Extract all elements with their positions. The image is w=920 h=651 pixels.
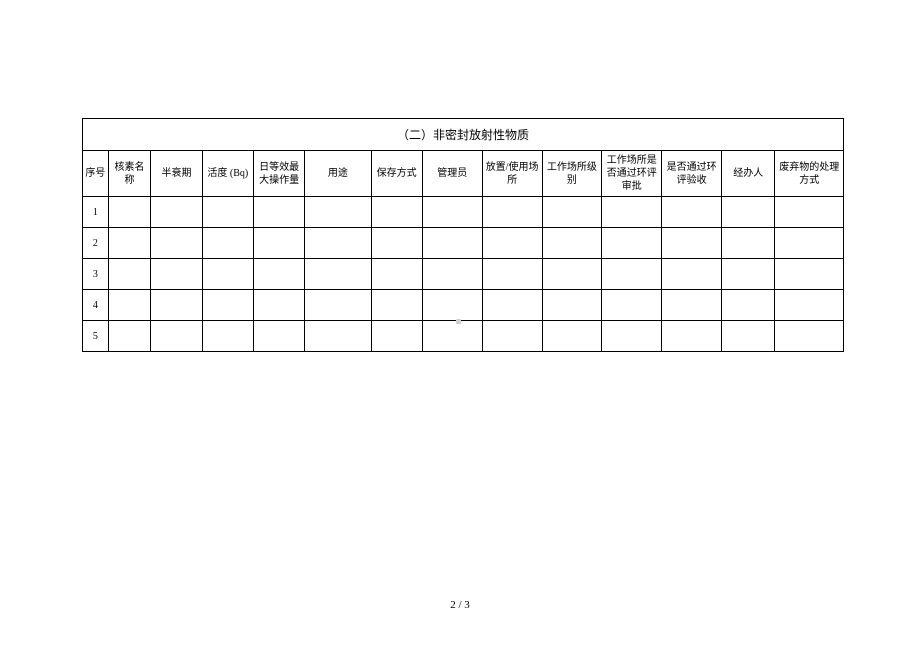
cell (775, 259, 844, 290)
cell (371, 228, 422, 259)
cell (108, 321, 151, 352)
col-header-waste: 废弃物的处理方式 (775, 151, 844, 197)
cell (542, 290, 602, 321)
cell (662, 228, 722, 259)
radioactive-material-table: （二）非密封放射性物质 序号 核素名称 半衰期 活度 (Bq) 日等效最大操作量… (82, 118, 844, 352)
cell (151, 321, 202, 352)
cell-seq: 2 (83, 228, 109, 259)
cell (482, 259, 542, 290)
cell (253, 290, 304, 321)
cell (151, 259, 202, 290)
cell-seq: 5 (83, 321, 109, 352)
cell (305, 321, 371, 352)
cell (305, 197, 371, 228)
cell (202, 228, 253, 259)
cell (662, 321, 722, 352)
col-header-manager: 管理员 (422, 151, 482, 197)
col-header-halflife: 半衰期 (151, 151, 202, 197)
cell (775, 228, 844, 259)
cell (108, 259, 151, 290)
col-header-placement: 放置/使用场所 (482, 151, 542, 197)
cell (371, 321, 422, 352)
cell (542, 228, 602, 259)
col-header-name: 核素名称 (108, 151, 151, 197)
cell (602, 321, 662, 352)
table-row: 5 (83, 321, 844, 352)
cell (722, 290, 775, 321)
cell (151, 228, 202, 259)
cell (253, 321, 304, 352)
cell (422, 321, 482, 352)
table-row: 4 (83, 290, 844, 321)
col-header-use: 用途 (305, 151, 371, 197)
cell (542, 321, 602, 352)
cell (422, 228, 482, 259)
table-row: 2 (83, 228, 844, 259)
cell (371, 197, 422, 228)
col-header-daily: 日等效最大操作量 (253, 151, 304, 197)
col-header-level: 工作场所级别 (542, 151, 602, 197)
cell (722, 259, 775, 290)
cell (722, 321, 775, 352)
table-header-row: 序号 核素名称 半衰期 活度 (Bq) 日等效最大操作量 用途 保存方式 管理员… (83, 151, 844, 197)
cell (602, 228, 662, 259)
page-container: （二）非密封放射性物质 序号 核素名称 半衰期 活度 (Bq) 日等效最大操作量… (0, 0, 920, 352)
cell (775, 321, 844, 352)
cell (371, 259, 422, 290)
cell (305, 290, 371, 321)
watermark-dot (456, 319, 461, 324)
col-header-seq: 序号 (83, 151, 109, 197)
cell (482, 228, 542, 259)
cell (108, 290, 151, 321)
cell (542, 197, 602, 228)
col-header-handler: 经办人 (722, 151, 775, 197)
table-title-row: （二）非密封放射性物质 (83, 119, 844, 151)
table-row: 3 (83, 259, 844, 290)
cell (662, 290, 722, 321)
cell (542, 259, 602, 290)
cell (422, 197, 482, 228)
col-header-storage: 保存方式 (371, 151, 422, 197)
cell (422, 259, 482, 290)
cell (662, 259, 722, 290)
cell (662, 197, 722, 228)
col-header-activity: 活度 (Bq) (202, 151, 253, 197)
cell (722, 197, 775, 228)
cell (775, 197, 844, 228)
cell (253, 228, 304, 259)
cell (151, 197, 202, 228)
cell (482, 197, 542, 228)
cell (253, 197, 304, 228)
cell (108, 228, 151, 259)
cell (775, 290, 844, 321)
cell (202, 321, 253, 352)
cell (253, 259, 304, 290)
cell-seq: 3 (83, 259, 109, 290)
cell (602, 197, 662, 228)
cell (305, 228, 371, 259)
cell (371, 290, 422, 321)
cell (422, 290, 482, 321)
cell (151, 290, 202, 321)
table-title: （二）非密封放射性物质 (83, 119, 844, 151)
cell (202, 259, 253, 290)
col-header-envapproval: 工作场所是否通过环评审批 (602, 151, 662, 197)
cell (722, 228, 775, 259)
cell (202, 290, 253, 321)
page-footer: 2 / 3 (0, 599, 920, 611)
cell (482, 290, 542, 321)
cell-seq: 1 (83, 197, 109, 228)
cell (305, 259, 371, 290)
cell (602, 259, 662, 290)
cell (482, 321, 542, 352)
table-row: 1 (83, 197, 844, 228)
cell (202, 197, 253, 228)
col-header-envaccept: 是否通过环评验收 (662, 151, 722, 197)
cell-seq: 4 (83, 290, 109, 321)
cell (602, 290, 662, 321)
cell (108, 197, 151, 228)
page-number: 2 / 3 (450, 599, 470, 611)
